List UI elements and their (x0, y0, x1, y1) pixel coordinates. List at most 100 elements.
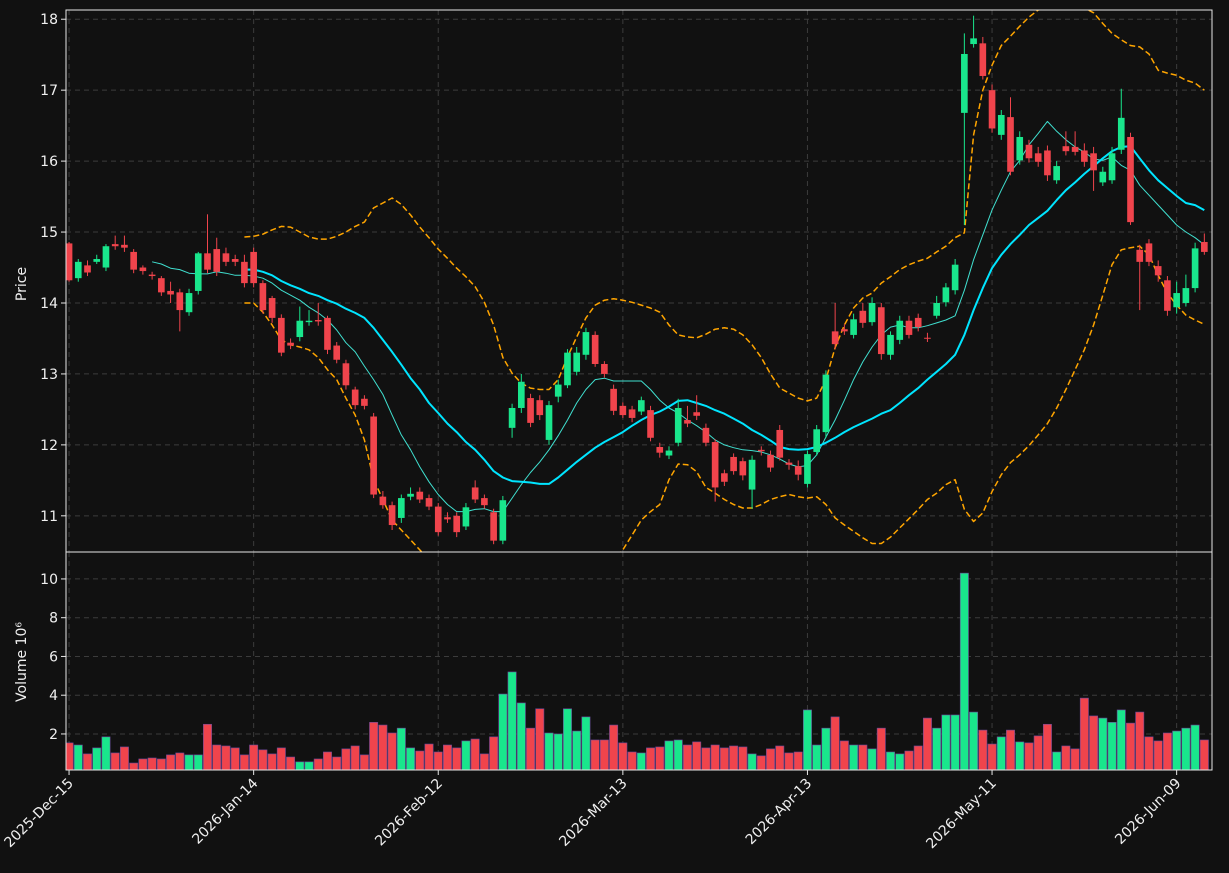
candle-body (896, 320, 904, 340)
volume-bar (1190, 724, 1200, 770)
volume-bar (526, 727, 536, 770)
volume-bar (969, 711, 979, 770)
volume-bar (673, 739, 683, 770)
volume-bar (1042, 723, 1052, 770)
candle-body (425, 498, 433, 507)
candle-body (887, 334, 894, 355)
volume-bar (830, 716, 840, 770)
volume-bar (443, 744, 452, 770)
y2-tick-label: 4 (49, 688, 58, 704)
candle-body (314, 320, 322, 322)
candle-body (213, 249, 221, 272)
candle-body (499, 500, 507, 541)
volume-bar (359, 754, 369, 770)
volume-bar (978, 729, 988, 770)
volume-bar (276, 747, 286, 770)
volume-bar (701, 747, 711, 770)
volume-bar (636, 752, 646, 770)
volume-bar (775, 745, 785, 770)
candle-body (102, 246, 110, 268)
volume-bar (618, 742, 628, 770)
candle-body (794, 466, 802, 475)
candle-body (545, 405, 553, 440)
volume-bar (913, 745, 923, 770)
candle-body (601, 364, 608, 374)
candle-body (656, 447, 664, 453)
volume-bar (415, 750, 425, 770)
volume-bar (479, 753, 489, 770)
candle-body (204, 253, 211, 270)
candle-body (1182, 288, 1190, 303)
candle-body (610, 388, 617, 411)
volume-bar (1144, 736, 1154, 770)
y2-axis-label: Volume 10⁶ (14, 622, 30, 702)
volume-bar (101, 736, 111, 770)
candle-body (914, 317, 922, 328)
volume-bar (203, 723, 212, 770)
volume-bar (341, 748, 351, 770)
y2-tick-label: 6 (49, 649, 58, 665)
candle-body (66, 243, 73, 281)
volume-bar (1089, 715, 1099, 770)
y-tick-label: 16 (40, 154, 58, 170)
candle-body (222, 253, 230, 262)
candle-body (148, 274, 156, 277)
volume-bar (73, 744, 83, 770)
volume-bar (784, 752, 794, 770)
candle-body (1016, 136, 1024, 161)
volume-frame (65, 551, 1213, 771)
candle-body (1025, 144, 1033, 159)
candle-body (167, 290, 174, 295)
candle-body (1127, 136, 1134, 223)
volume-bar (470, 738, 480, 770)
volume-bar (609, 724, 619, 770)
volume-bar (1199, 739, 1209, 770)
candle-body (434, 506, 442, 533)
candle-body (961, 53, 968, 113)
candle-body (674, 407, 682, 443)
volume-bar (950, 714, 960, 770)
candle-body (287, 342, 294, 346)
volume-bar (175, 752, 185, 770)
candle-body (813, 429, 821, 452)
candle-body (1044, 150, 1051, 176)
candle-body (1117, 117, 1125, 150)
volume-bar (387, 732, 397, 770)
candle-body (988, 90, 996, 129)
candle-body (997, 114, 1005, 135)
candle-body (702, 427, 710, 443)
candle-body (1145, 243, 1153, 262)
y-tick-label: 11 (40, 509, 58, 525)
volume-bar (516, 702, 526, 770)
volume-bar (581, 716, 591, 770)
candle-body (444, 517, 451, 520)
volume-bar (812, 744, 822, 770)
candle-body (1007, 117, 1014, 172)
volume-bar (895, 753, 905, 770)
volume-bar (452, 747, 462, 770)
volume-bar (756, 755, 766, 770)
candle-body (942, 287, 950, 303)
volume-bar (535, 708, 545, 770)
candle-body (111, 244, 119, 247)
candle-body (693, 412, 701, 416)
volume-bar (904, 750, 914, 770)
candle-body (1081, 150, 1088, 162)
volume-bar (350, 745, 360, 770)
candle-body (850, 319, 857, 335)
candle-body (527, 398, 534, 423)
volume-bar (996, 736, 1006, 770)
candle-body (647, 410, 654, 438)
candle-body (841, 329, 848, 332)
volume-bar (1052, 751, 1062, 770)
candle-body (979, 43, 987, 76)
volume-bar (1126, 722, 1135, 770)
volume-bar (507, 671, 517, 770)
candle-body (1071, 146, 1079, 152)
volume-bar (849, 744, 859, 770)
volume-bar (323, 751, 332, 770)
candle-body (1062, 146, 1070, 152)
volume-bar (590, 739, 600, 770)
candle-body (1034, 153, 1042, 162)
candle-body (730, 456, 737, 472)
